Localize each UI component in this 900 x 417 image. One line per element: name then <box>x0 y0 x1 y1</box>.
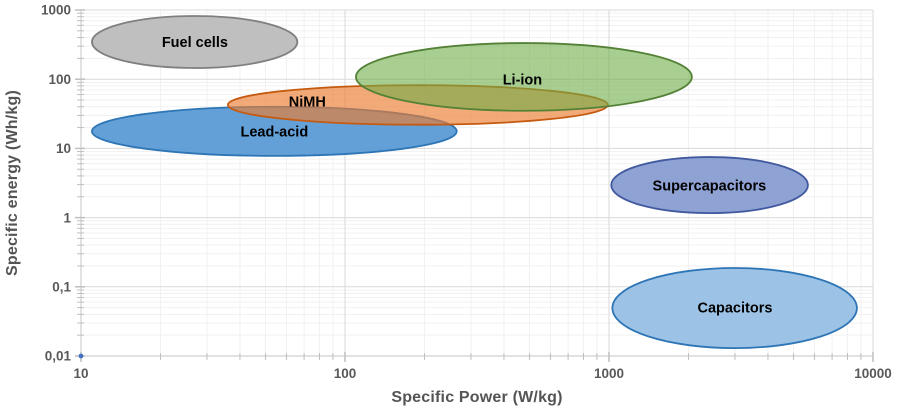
region-li-ion <box>355 42 693 112</box>
y-tick-label: 1000 <box>41 3 71 18</box>
region-capacitors <box>611 267 858 350</box>
x-tick-label: 100 <box>334 366 357 381</box>
y-tick-label: 10 <box>56 141 71 156</box>
origin-data-point <box>78 353 84 359</box>
y-axis-title: Specific energy (Wh/kg) <box>4 90 21 276</box>
region-label-lead-acid: Lead-acid <box>241 125 309 141</box>
region-label-supercapacitors: Supercapacitors <box>653 179 767 195</box>
region-fuel-cells <box>91 15 299 69</box>
region-label-nimh: NiMH <box>289 94 326 110</box>
y-tick-label: 0,01 <box>45 349 72 364</box>
region-label-fuel-cells: Fuel cells <box>162 35 228 51</box>
y-tick-label: 0,1 <box>52 280 71 295</box>
y-tick-label: 100 <box>48 72 71 87</box>
region-supercapacitors <box>610 156 809 215</box>
region-label-capacitors: Capacitors <box>697 301 772 317</box>
y-tick-label: 1 <box>63 210 71 225</box>
x-tick-label: 1000 <box>594 366 624 381</box>
x-tick-label: 10 <box>73 366 88 381</box>
x-axis-title: Specific Power (W/kg) <box>391 389 563 406</box>
region-label-li-ion: Li-ion <box>503 72 542 88</box>
x-tick-label: 10000 <box>854 366 892 381</box>
